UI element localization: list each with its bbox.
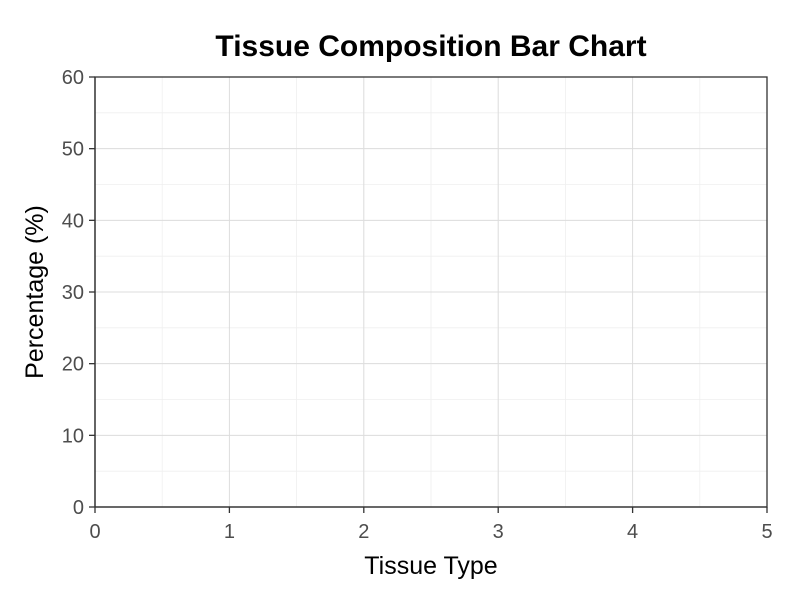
y-tick-label: 40: [62, 210, 84, 232]
y-tick-label: 10: [62, 425, 84, 447]
y-tick-label: 60: [62, 67, 84, 89]
x-axis-ticks: 0 1 2 3 4 5: [89, 507, 773, 543]
x-axis-label: Tissue Type: [364, 552, 497, 580]
x-tick-label: 2: [358, 521, 369, 543]
y-tick-label: 50: [62, 139, 84, 161]
x-tick-label: 5: [761, 521, 772, 543]
y-axis-ticks: 0 10 20 30 40 50 60: [62, 67, 95, 519]
y-tick-label: 30: [62, 282, 84, 304]
y-axis-label: Percentage (%): [21, 205, 49, 379]
y-tick-label: 0: [73, 497, 84, 519]
x-tick-label: 3: [493, 521, 504, 543]
chart-title: Tissue Composition Bar Chart: [215, 30, 646, 63]
x-tick-label: 4: [627, 521, 638, 543]
x-tick-label: 0: [89, 521, 100, 543]
y-tick-label: 20: [62, 354, 84, 376]
grid: [94, 76, 768, 508]
x-tick-label: 1: [224, 521, 235, 543]
